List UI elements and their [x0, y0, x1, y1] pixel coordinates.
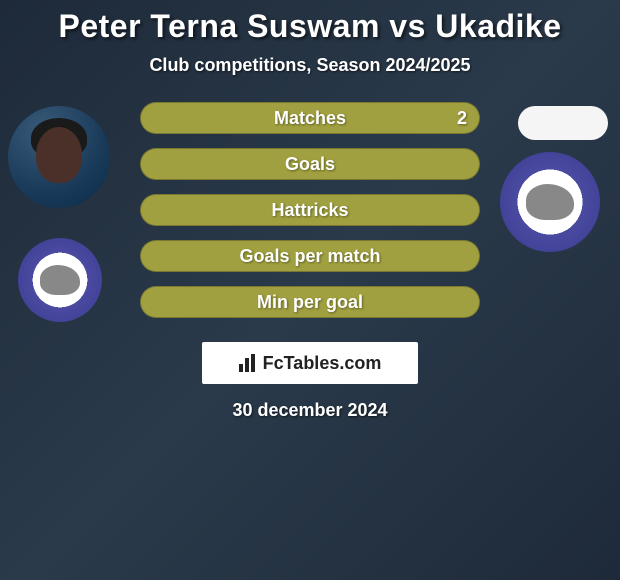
stat-bar-mpg: Min per goal	[140, 286, 480, 318]
subtitle: Club competitions, Season 2024/2025	[0, 55, 620, 76]
branding-text: FcTables.com	[263, 353, 382, 374]
bar-chart-icon	[239, 354, 259, 372]
stat-label: Hattricks	[271, 200, 348, 221]
stat-bar-matches: Matches 2	[140, 102, 480, 134]
club-badge-left	[18, 238, 102, 322]
stat-bar-hattricks: Hattricks	[140, 194, 480, 226]
page-title: Peter Terna Suswam vs Ukadike	[0, 0, 620, 45]
stat-bars: Matches 2 Goals Hattricks Goals per matc…	[140, 102, 480, 332]
stat-bar-goals: Goals	[140, 148, 480, 180]
player-avatar-left	[8, 106, 110, 208]
date-label: 30 december 2024	[232, 400, 387, 421]
stat-label: Goals per match	[239, 246, 380, 267]
stat-value-right: 2	[457, 108, 467, 129]
stat-label: Matches	[274, 108, 346, 129]
branding-badge: FcTables.com	[202, 342, 418, 384]
stat-label: Goals	[285, 154, 335, 175]
player-avatar-right-placeholder	[518, 106, 608, 140]
stat-bar-gpm: Goals per match	[140, 240, 480, 272]
club-badge-right	[500, 152, 600, 252]
stat-label: Min per goal	[257, 292, 363, 313]
